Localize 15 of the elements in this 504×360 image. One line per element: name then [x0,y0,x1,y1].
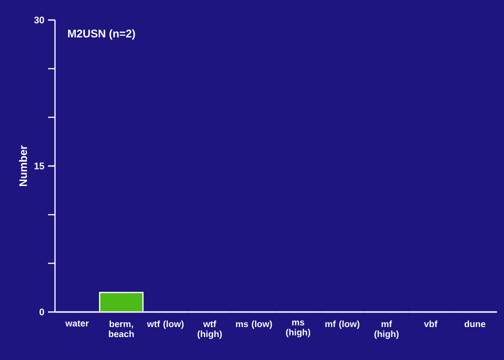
y-tick-label: 30 [34,16,44,24]
x-tick-label: dune [464,320,486,328]
x-tick-label: ms (low) [236,320,272,329]
x-tick-label: ms (high) [286,320,310,338]
x-tick-label: mf (low) [325,320,360,329]
y-axis-title: Number [18,145,28,186]
x-tick-label: water [65,320,89,326]
y-tick-label: 0 [40,308,44,316]
x-tick-label: wtf (high) [198,320,222,339]
x-tick-label: mf (high) [374,320,399,339]
y-tick-label: 15 [34,162,44,170]
text: M2USN (n=2) [68,29,135,40]
x-tick-label: wtf (low) [146,320,184,329]
x-tick-label: berm, beach [108,320,134,338]
x-tick-label: vbf [424,320,438,328]
